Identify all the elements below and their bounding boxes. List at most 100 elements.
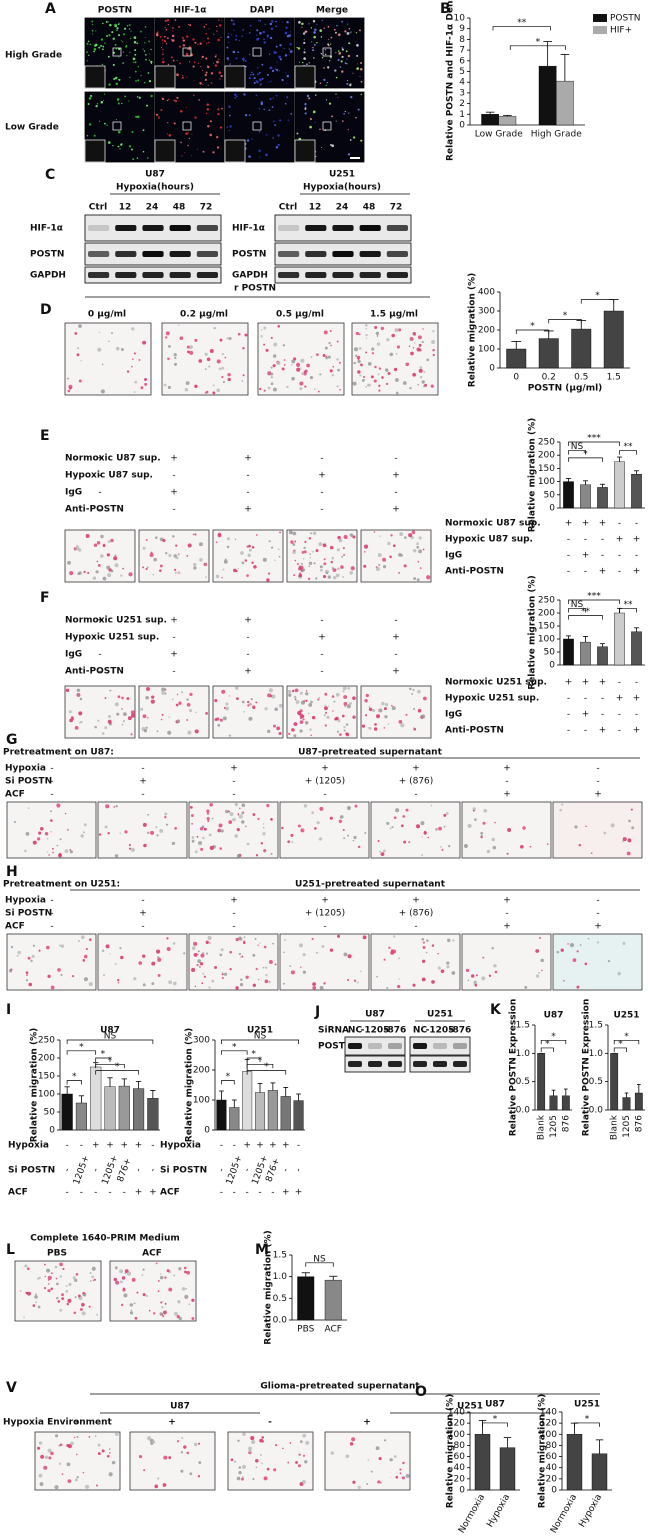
cell-dot — [419, 567, 422, 569]
cell-dot — [24, 849, 27, 853]
cell-dot — [596, 941, 600, 944]
x-axis-label: POSTN (μg/ml) — [528, 384, 603, 394]
cell-dot — [309, 556, 312, 559]
cell-dot — [85, 1484, 90, 1489]
cell-dot — [338, 819, 343, 823]
cell-dot — [377, 1480, 381, 1484]
cell-dot — [48, 854, 50, 856]
cell-dot — [364, 714, 368, 717]
cell-dot — [168, 980, 173, 985]
cell-dot — [251, 138, 253, 140]
cell-dot — [108, 340, 110, 343]
cell-dot — [129, 1311, 134, 1315]
cell-dot — [325, 571, 329, 575]
band — [332, 225, 354, 231]
condition-sign: - — [320, 454, 323, 464]
cell-dot — [426, 358, 430, 362]
condition-sign: + — [96, 454, 104, 464]
band — [88, 225, 110, 231]
cell-dot — [348, 112, 350, 114]
cell-dot — [270, 27, 274, 31]
cell-dot — [82, 959, 86, 962]
cell-dot — [375, 331, 380, 336]
cell-dot — [164, 19, 167, 22]
condition-sign: + — [256, 1141, 264, 1151]
bar — [561, 1095, 570, 1111]
cell-dot — [117, 145, 119, 148]
cell-dot — [123, 712, 127, 717]
cell-dot — [260, 1454, 262, 1456]
cell-dot — [115, 1280, 120, 1285]
cell-dot — [211, 979, 215, 983]
micrograph — [64, 322, 152, 396]
cell-dot — [350, 566, 355, 571]
cell-dot — [302, 1433, 307, 1438]
cell-dot — [94, 1435, 97, 1437]
cell-dot — [291, 689, 295, 693]
cell-dot — [409, 338, 413, 341]
cell-dot — [273, 51, 277, 54]
cell-dot — [418, 343, 422, 347]
cell-dot — [378, 389, 381, 392]
cell-dot — [157, 117, 160, 119]
cell-dot — [187, 144, 189, 147]
cell-dot — [252, 983, 257, 987]
cell-dot — [204, 368, 207, 370]
cell-dot — [26, 1267, 30, 1271]
cell-dot — [295, 1461, 298, 1464]
cell-dot — [420, 821, 425, 826]
cell-dot — [186, 702, 191, 707]
cell-dot — [198, 359, 203, 363]
cell-dot — [304, 106, 307, 109]
cell-dot — [297, 47, 301, 50]
cell-dot — [213, 62, 214, 64]
cell-dot — [106, 553, 111, 557]
cell-dot — [176, 96, 179, 99]
cell-dot — [50, 819, 53, 822]
condition-sign: - — [50, 777, 53, 787]
chart-title: U251 — [247, 1026, 273, 1036]
band — [88, 251, 110, 257]
cell-dot — [130, 1309, 133, 1311]
cell-dot — [346, 82, 349, 85]
column-header: POSTN — [98, 6, 132, 16]
cell-dot — [341, 48, 345, 51]
cell-dot — [241, 1464, 246, 1469]
cell-dot — [201, 58, 203, 60]
condition-sign: + — [363, 1418, 371, 1428]
cell-dot — [235, 937, 239, 942]
cell-dot — [87, 40, 90, 43]
cell-dot — [319, 806, 324, 811]
cell-dot — [186, 106, 188, 108]
significance-label: * — [232, 1042, 237, 1052]
cell-dot — [269, 36, 273, 40]
cell-dot — [355, 116, 357, 119]
cell-dot — [386, 821, 390, 825]
lane-label: NC — [348, 1026, 363, 1036]
cell-dot — [488, 974, 492, 978]
dose-label: 1.5 μg/ml — [370, 310, 418, 320]
cell-dot — [262, 30, 266, 34]
cell-dot — [579, 943, 582, 947]
cell-dot — [121, 102, 123, 105]
cell-dot — [284, 102, 287, 105]
y-tick-label: 100 — [540, 1430, 557, 1440]
cell-dot — [540, 958, 544, 963]
cell-dot — [393, 935, 396, 938]
y-tick-label: 150 — [38, 1072, 55, 1082]
cell-dot — [115, 119, 117, 120]
cell-dot — [339, 815, 344, 819]
panel-title: U251-pretreated supernatant — [295, 880, 446, 890]
micrograph — [129, 1431, 216, 1491]
y-tick-label: 100 — [538, 477, 555, 487]
cell-dot — [276, 61, 278, 63]
cell-dot — [142, 714, 147, 719]
cell-dot — [100, 554, 104, 558]
cell-dot — [174, 568, 177, 571]
condition-sign: - — [98, 667, 101, 677]
cell-dot — [39, 1482, 44, 1487]
cell-dot — [207, 124, 210, 128]
condition-sign: - — [75, 1418, 79, 1428]
significance-label: * — [583, 449, 588, 459]
cell-dot — [61, 1473, 64, 1475]
